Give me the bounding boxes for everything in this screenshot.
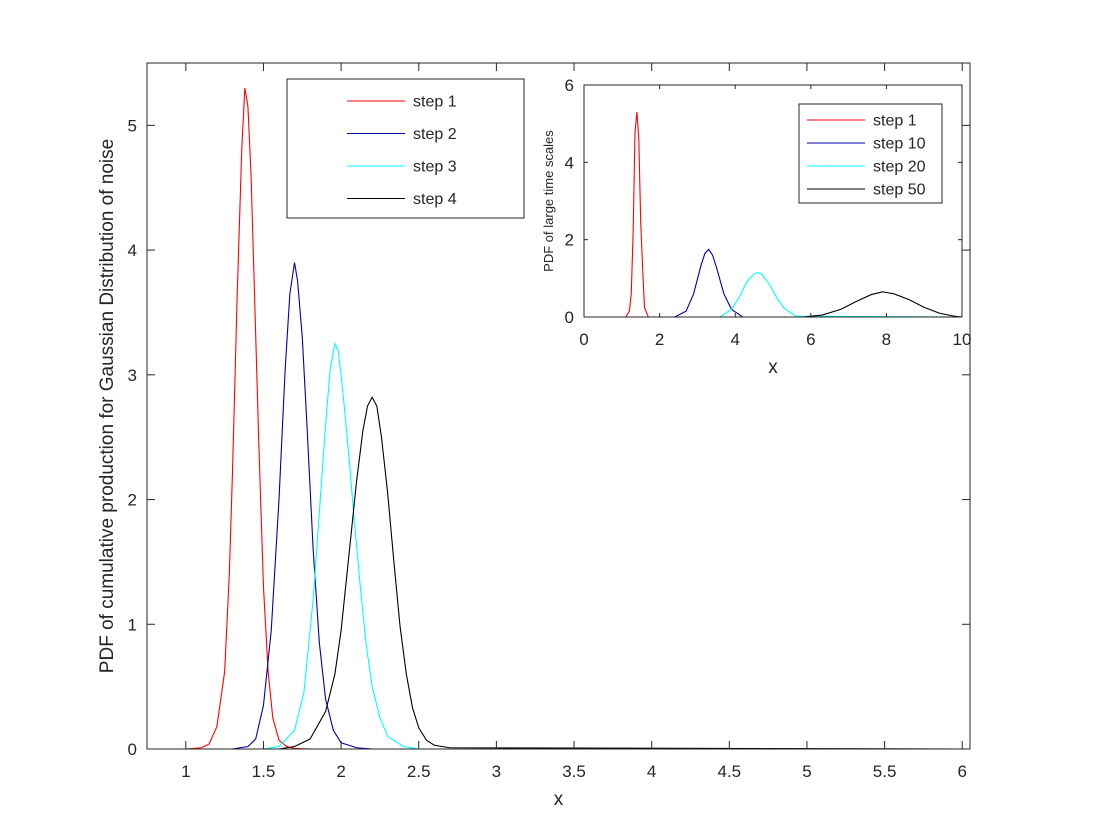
series-line-1 — [185, 87, 963, 750]
legend-label: step 4 — [413, 191, 457, 208]
legend-label: step 2 — [413, 126, 457, 143]
y-axis-label: PDF of large time scales — [541, 130, 556, 272]
main-legend: step 1 step 2 step 3 step 4 — [286, 78, 525, 219]
x-tick-label: 5 — [802, 762, 811, 781]
legend-label: step 1 — [873, 113, 917, 130]
x-axis-label: x — [768, 357, 778, 378]
y-tick-label: 2 — [128, 491, 137, 510]
x-tick-label: 3.5 — [562, 762, 586, 781]
x-tick-label: 6 — [958, 762, 967, 781]
y-axis-label: PDF of cumulative production for Gaussia… — [97, 139, 118, 673]
x-tick-label: 10 — [953, 330, 972, 349]
y-tick-label: 2 — [565, 231, 574, 250]
series-line-3 — [263, 341, 963, 750]
x-tick-label: 0 — [579, 330, 588, 349]
legend-label: step 3 — [413, 159, 457, 176]
x-tick-label: 4.5 — [717, 762, 741, 781]
legend-label: step 50 — [873, 182, 926, 199]
y-tick-label: 4 — [565, 153, 574, 172]
series-line-3 — [584, 271, 963, 318]
y-tick-label: 3 — [128, 366, 137, 385]
y-tick-label: 4 — [128, 241, 137, 260]
series-line-4 — [278, 396, 963, 750]
axes-frame — [583, 84, 963, 318]
x-tick-label: 1.5 — [252, 762, 276, 781]
x-tick-label: 2.5 — [407, 762, 431, 781]
x-tick-label: 2 — [655, 330, 664, 349]
x-tick-label: 1 — [181, 762, 190, 781]
x-tick-label: 5.5 — [873, 762, 897, 781]
inset-legend: step 1 step 10 step 20 step 50 — [798, 103, 943, 204]
series-line-1 — [584, 112, 962, 318]
x-tick-label: 6 — [806, 330, 815, 349]
legend-box — [286, 78, 525, 219]
y-tick-label: 6 — [565, 76, 574, 95]
legend-label: step 1 — [413, 94, 457, 111]
x-axis-label: x — [554, 789, 564, 810]
y-tick-label: 1 — [128, 615, 137, 634]
y-tick-label: 0 — [565, 308, 574, 327]
y-tick-label: 0 — [128, 740, 137, 759]
series-line-4 — [584, 291, 963, 318]
x-tick-label: 2 — [336, 762, 345, 781]
y-tick-label: 5 — [128, 116, 137, 135]
x-tick-label: 4 — [647, 762, 656, 781]
x-tick-label: 3 — [492, 762, 501, 781]
axes-frame — [146, 62, 971, 750]
legend-label: step 10 — [873, 136, 926, 153]
x-tick-label: 4 — [730, 330, 739, 349]
x-tick-label: 8 — [882, 330, 891, 349]
legend-label: step 20 — [873, 159, 926, 176]
series-line-2 — [232, 262, 963, 750]
